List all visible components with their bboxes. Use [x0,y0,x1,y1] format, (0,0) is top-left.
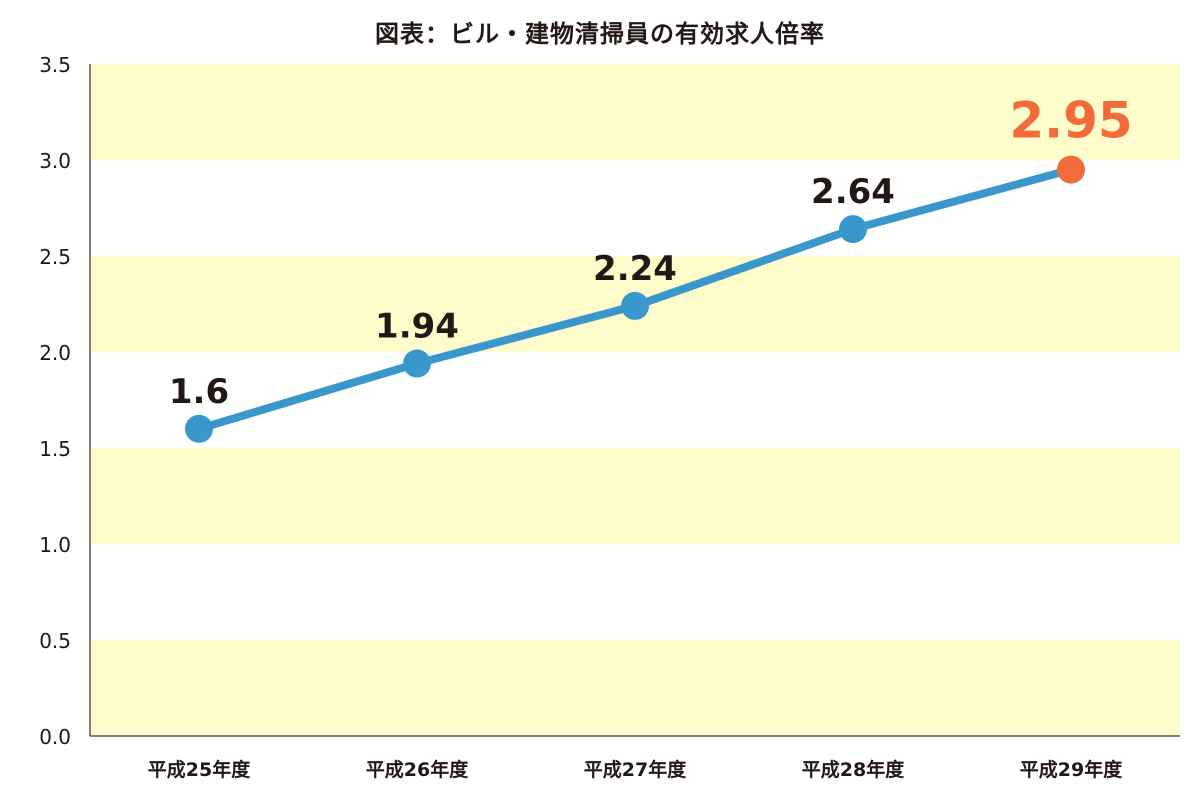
background-band [90,64,1180,160]
y-tick-label: 1.5 [39,437,71,461]
data-point-highlight [1057,155,1085,184]
data-point [839,215,867,244]
data-point [185,414,213,443]
background-band [90,352,1180,448]
x-tick-label: 平成29年度 [1020,758,1123,781]
data-label: 2.24 [593,249,677,289]
data-point [621,291,649,320]
x-tick-label: 平成27年度 [584,758,687,781]
background-band [90,160,1180,256]
x-tick-label: 平成25年度 [148,758,251,781]
data-label: 2.64 [811,172,895,212]
y-tick-label: 0.5 [39,629,71,653]
data-label: 1.94 [375,307,459,347]
data-label: 1.6 [169,372,229,412]
data-label-highlight: 2.95 [1009,92,1132,150]
y-tick-label: 3.0 [39,149,71,173]
y-tick-label: 1.0 [39,533,71,557]
background-band [90,640,1180,736]
y-tick-label: 2.0 [39,341,71,365]
y-tick-label: 2.5 [39,245,71,269]
data-point [403,349,431,378]
chart-title: 図表：ビル・建物清掃員の有効求人倍率 [375,20,825,48]
background-band [90,544,1180,640]
background-band [90,448,1180,544]
x-tick-label: 平成26年度 [366,758,469,781]
y-tick-label: 0.0 [39,725,71,749]
x-tick-label: 平成28年度 [802,758,905,781]
y-tick-label: 3.5 [39,53,71,77]
